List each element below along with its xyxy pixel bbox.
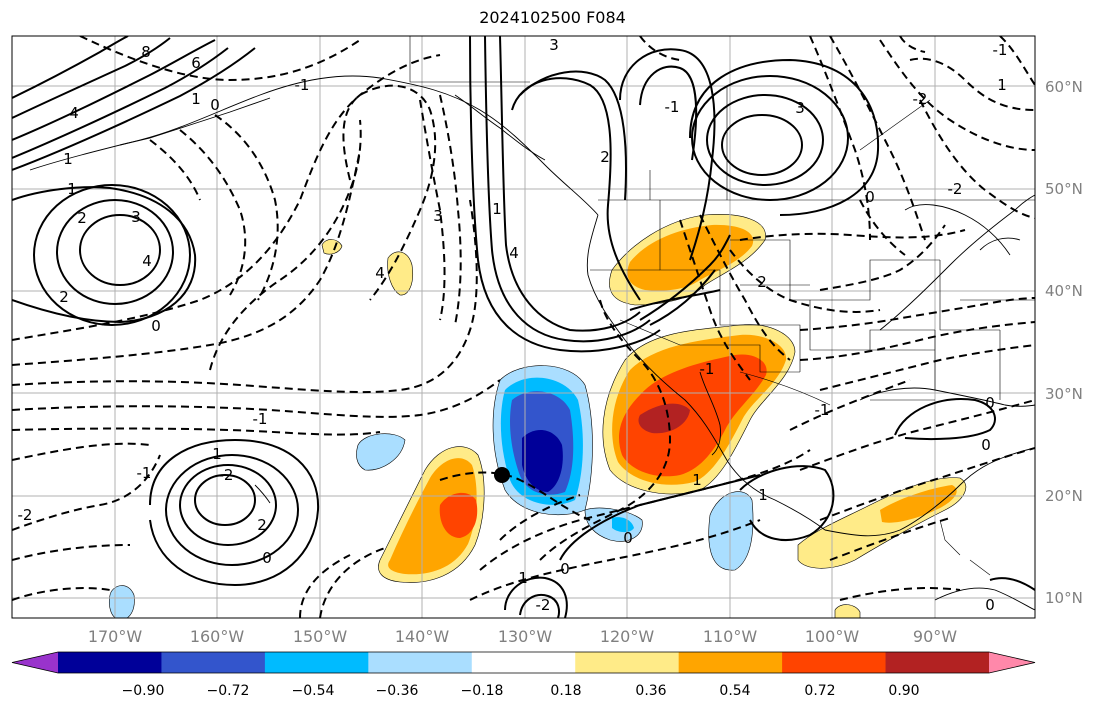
storm-center-marker <box>494 467 510 483</box>
contour-label: -2 <box>913 90 928 108</box>
contour-label: 1 <box>67 180 77 198</box>
lat-label: 50°N <box>1045 180 1083 198</box>
lon-label: 150°W <box>292 627 348 646</box>
contour-label: 3 <box>433 207 443 225</box>
lon-label: 130°W <box>497 627 553 646</box>
dashed-contours <box>12 36 1035 618</box>
colorbar-tick-label: 0.54 <box>719 683 751 699</box>
colorbar-segment <box>782 652 887 673</box>
colorbar-tick-label: 0.72 <box>804 683 836 699</box>
contour-label: 1 <box>191 90 201 108</box>
colorbar-tick-label: 0.36 <box>635 683 667 699</box>
contour-label: 2 <box>77 209 87 227</box>
contour-label: 3 <box>131 208 141 226</box>
colorbar-tick-label: −0.18 <box>460 683 504 699</box>
contour-label: 3 <box>549 36 559 54</box>
colorbar <box>11 651 1036 674</box>
contour-label: 0 <box>210 96 220 114</box>
contour-label: 1 <box>758 486 768 504</box>
solid-contours <box>12 36 1035 618</box>
contour-label: 3 <box>795 99 805 117</box>
lat-label: 60°N <box>1045 78 1083 96</box>
map-frame <box>11 35 1036 619</box>
contour-labels: 8 6 4 1 0 -1 1 2 3 4 2 0 1 3 4 -1 -2 3 2… <box>18 36 1008 614</box>
contour-label: 0 <box>985 596 995 614</box>
colorbar-extend-low <box>12 652 58 673</box>
map-title: 2024102500 F084 <box>479 8 626 27</box>
colorbar-extend-high <box>989 652 1035 673</box>
colorbar-tick-label: −0.72 <box>206 683 250 699</box>
colorbar-tick-label: −0.90 <box>121 683 165 699</box>
colorbar-tick-label: 0.90 <box>888 683 920 699</box>
contour-label: 0 <box>560 560 570 578</box>
coastlines <box>29 75 1035 611</box>
contour-label: -2 <box>948 180 963 198</box>
contour-label: 1 <box>63 150 73 168</box>
lat-label: 40°N <box>1045 282 1083 300</box>
contour-label: 6 <box>191 54 201 72</box>
lon-label: 120°W <box>599 627 655 646</box>
contour-label: 2 <box>59 288 69 306</box>
contour-label: -1 <box>137 464 152 482</box>
contour-label: 0 <box>865 188 875 206</box>
contour-label: 1 <box>492 200 502 218</box>
colorbar-tick-label: 0.18 <box>550 683 582 699</box>
contour-label: 4 <box>509 244 519 262</box>
colorbar-segment <box>471 652 576 673</box>
colorbar-segment <box>575 652 680 673</box>
contour-label: -2 <box>219 466 234 484</box>
lat-label: 10°N <box>1045 589 1083 607</box>
lon-label: 110°W <box>702 627 758 646</box>
contour-label: -1 <box>295 76 310 94</box>
contour-label: -1 <box>665 98 680 116</box>
colorbar-segment <box>368 652 473 673</box>
lon-label: 90°W <box>912 627 958 646</box>
lon-label: 160°W <box>189 627 245 646</box>
colorbar-segment <box>161 652 266 673</box>
lon-label: 100°W <box>804 627 860 646</box>
contour-label: 2 <box>257 516 267 534</box>
contour-label: 4 <box>69 104 79 122</box>
contour-label: -2 <box>536 596 551 614</box>
contour-label: 4 <box>375 264 385 282</box>
shaded-anomaly-fields <box>109 214 967 618</box>
contour-label: 1 <box>518 569 528 587</box>
contour-label: 2 <box>600 148 610 166</box>
contour-label: 0 <box>262 549 272 567</box>
lon-label: 140°W <box>394 627 450 646</box>
contour-label: 4 <box>142 252 152 270</box>
contour-label: 2 <box>757 273 767 291</box>
contour-label: 0 <box>981 436 991 454</box>
lon-label: 170°W <box>87 627 143 646</box>
contour-label: 0 <box>151 317 161 335</box>
contour-label: -1 <box>993 41 1008 59</box>
contour-label: -1 <box>253 410 268 428</box>
colorbar-tick-label: −0.54 <box>291 683 335 699</box>
political-borders <box>409 36 1035 576</box>
contour-label: -2 <box>18 506 33 524</box>
contour-label: 0 <box>623 529 633 547</box>
colorbar-segment <box>678 652 783 673</box>
lat-label: 30°N <box>1045 385 1083 403</box>
contour-label: 1 <box>692 471 702 489</box>
contour-label: 1 <box>212 445 222 463</box>
colorbar-segment <box>885 652 990 673</box>
contour-label: 0 <box>985 394 995 412</box>
colorbar-segment <box>264 652 369 673</box>
colorbar-tick-label: −0.36 <box>375 683 419 699</box>
colorbar-outline <box>11 651 1036 674</box>
contour-label: 8 <box>141 43 151 61</box>
contour-label: -1 <box>815 401 830 419</box>
colorbar-segment <box>58 652 162 673</box>
contour-label: 1 <box>997 76 1007 94</box>
lat-label: 20°N <box>1045 487 1083 505</box>
contour-label: -1 <box>700 360 715 378</box>
